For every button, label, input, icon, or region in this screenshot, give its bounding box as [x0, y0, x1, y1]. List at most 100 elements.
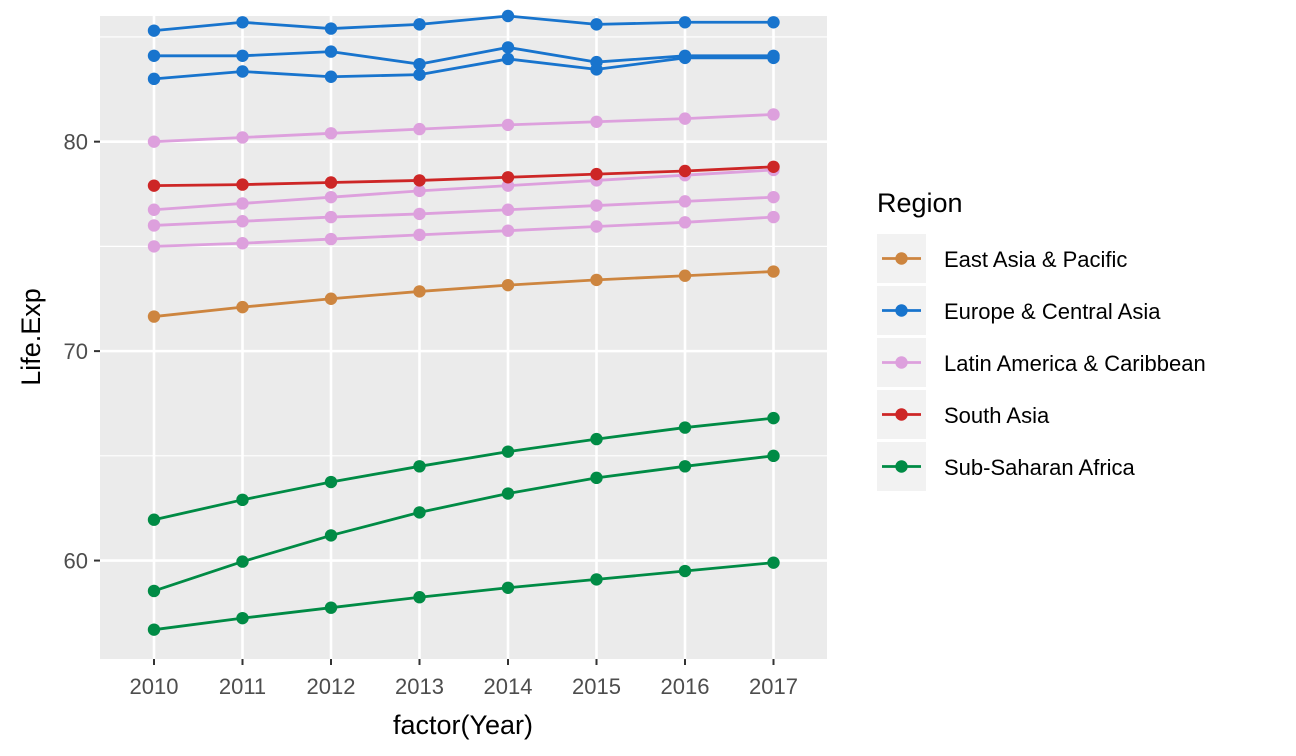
- data-point-8-2014: [501, 278, 515, 292]
- data-point-2-2014: [501, 203, 515, 216]
- legend-label-1: Europe & Central Asia: [944, 299, 1161, 324]
- legend-entry-4: Sub-Saharan Africa: [877, 442, 1136, 491]
- series-layer: [147, 9, 780, 636]
- data-point-9-2010: [147, 513, 161, 526]
- legend-entries: East Asia & Pacific Europe & Central Asia…: [877, 234, 1206, 491]
- data-point-7-2015: [590, 167, 603, 181]
- legend-label-2: Latin America & Caribbean: [944, 351, 1206, 376]
- y-axis-title: Life.Exp: [16, 288, 46, 386]
- legend-key-point-2: [895, 356, 908, 369]
- series-line-2: [153, 195, 774, 227]
- x-axis-ticks: 2010 2011 2012 2013 2014 2015 2016 2017: [130, 659, 798, 699]
- data-point-8-2013: [413, 285, 426, 298]
- data-point-8-2010: [147, 310, 161, 323]
- legend-entry-1: Europe & Central Asia: [877, 286, 1161, 335]
- data-point-10-2013: [413, 506, 426, 519]
- y-tick-label-1: 70: [64, 339, 88, 364]
- data-point-5-2012: [324, 45, 338, 58]
- data-point-0-2013: [413, 122, 426, 136]
- series-line-6: [153, 56, 774, 81]
- data-point-8-2016: [678, 269, 692, 282]
- data-point-5-2010: [147, 49, 161, 62]
- y-tick-label-0: 60: [64, 549, 88, 574]
- data-point-9-2012: [324, 475, 338, 489]
- data-point-11-2015: [590, 573, 603, 586]
- legend-key-point-4: [895, 460, 908, 473]
- series-9: [147, 411, 780, 526]
- series-line-8: [153, 270, 774, 318]
- data-point-10-2011: [236, 555, 249, 568]
- data-point-6-2013: [413, 68, 426, 81]
- data-point-9-2016: [678, 421, 692, 434]
- x-tick-label-2011: 2011: [219, 674, 266, 699]
- series-line-1: [153, 168, 774, 212]
- data-point-7-2010: [147, 179, 161, 192]
- data-point-11-2012: [324, 601, 338, 614]
- data-point-10-2017: [767, 449, 780, 463]
- data-point-4-2017: [767, 16, 780, 29]
- series-line-9: [153, 416, 774, 522]
- data-point-9-2015: [590, 432, 603, 446]
- legend-key-point-0: [895, 252, 908, 265]
- data-point-6-2011: [236, 65, 249, 78]
- data-point-8-2012: [324, 292, 338, 305]
- x-axis-title: factor(Year): [393, 710, 533, 740]
- series-10: [147, 449, 780, 598]
- data-point-9-2011: [236, 493, 249, 507]
- x-tick-label-2013: 2013: [395, 674, 444, 699]
- data-point-0-2011: [236, 131, 249, 144]
- data-point-6-2015: [590, 63, 603, 76]
- series-11: [147, 556, 780, 636]
- y-tick-label-2: 80: [64, 130, 88, 155]
- data-point-7-2011: [236, 178, 249, 191]
- data-point-4-2015: [590, 18, 603, 31]
- data-point-11-2014: [501, 581, 515, 594]
- series-6: [147, 51, 780, 86]
- data-point-2-2011: [236, 215, 249, 228]
- data-point-11-2016: [678, 564, 692, 578]
- series-3: [147, 210, 780, 253]
- data-point-6-2016: [678, 51, 692, 65]
- legend-label-4: Sub-Saharan Africa: [944, 455, 1136, 480]
- data-point-4-2010: [147, 24, 161, 37]
- data-point-1-2013: [413, 184, 426, 198]
- data-point-3-2011: [236, 237, 249, 250]
- data-point-9-2017: [767, 411, 780, 425]
- data-point-2-2012: [324, 210, 338, 224]
- legend-key-point-1: [895, 304, 908, 317]
- data-point-3-2016: [678, 216, 692, 229]
- data-point-9-2014: [501, 445, 515, 458]
- data-point-0-2017: [767, 108, 780, 121]
- data-point-4-2013: [413, 18, 426, 31]
- data-point-4-2012: [324, 22, 338, 35]
- x-tick-label-2010: 2010: [130, 674, 179, 699]
- data-point-5-2011: [236, 49, 249, 62]
- data-point-10-2012: [324, 529, 338, 542]
- data-point-2-2013: [413, 207, 426, 221]
- data-point-0-2010: [147, 135, 161, 148]
- legend-title: Region: [877, 188, 963, 218]
- data-point-4-2016: [678, 16, 692, 29]
- y-axis-ticks: 60 70 80: [64, 130, 100, 574]
- data-point-10-2010: [147, 584, 161, 598]
- data-point-11-2010: [147, 623, 161, 636]
- legend-label-3: South Asia: [944, 403, 1050, 428]
- data-point-5-2013: [413, 57, 426, 71]
- series-8: [147, 265, 780, 323]
- data-point-0-2014: [501, 118, 515, 132]
- data-point-3-2012: [324, 232, 338, 246]
- series-0: [147, 108, 780, 148]
- series-4: [147, 9, 780, 37]
- data-point-6-2012: [324, 70, 338, 83]
- data-point-0-2015: [590, 115, 603, 128]
- series-line-4: [153, 14, 774, 33]
- data-point-0-2012: [324, 127, 338, 140]
- data-point-2-2015: [590, 199, 603, 212]
- x-tick-label-2012: 2012: [307, 674, 356, 699]
- data-point-3-2013: [413, 228, 426, 242]
- x-tick-label-2016: 2016: [661, 674, 710, 699]
- data-point-6-2014: [501, 52, 515, 66]
- data-point-7-2012: [324, 176, 338, 189]
- data-point-1-2012: [324, 190, 338, 204]
- data-point-9-2013: [413, 460, 426, 473]
